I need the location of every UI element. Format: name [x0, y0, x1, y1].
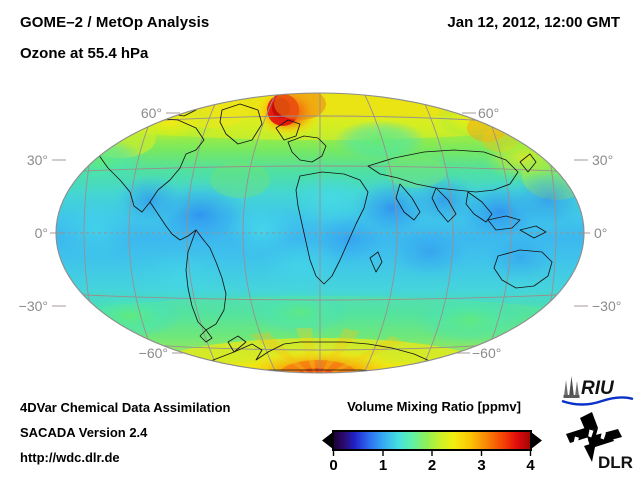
dlr-mark-cuts: [573, 429, 606, 444]
lat-label-left-30: 30°: [27, 152, 48, 168]
footer-line-version: SACADA Version 2.4: [20, 425, 148, 440]
riu-spire-bars: [563, 376, 580, 398]
lat-label-left-m30: −30°: [19, 298, 48, 314]
colorbar: 0 1 2 3 4: [316, 420, 548, 472]
lat-label-right-30: 30°: [592, 152, 613, 168]
latitude-labels: 30° 0° −30° 30° 0° −30° 60° 60° −60°: [19, 105, 622, 361]
page-subtitle: Ozone at 55.4 hPa: [20, 45, 149, 62]
footer-line-url: http://wdc.dlr.de: [20, 450, 120, 465]
colorbar-low-cap: [322, 432, 333, 449]
colorbar-gradient: [333, 431, 531, 450]
lat-label-inner-bottom-right-m60: −60°: [472, 345, 501, 361]
colorbar-tick-1: 1: [379, 457, 387, 472]
lat-label-inner-top-left-60: 60°: [141, 105, 162, 121]
colorbar-ticks: [332, 450, 532, 456]
dlr-wordmark: DLR: [598, 453, 633, 472]
lat-label-inner-bottom-left-m60: −60°: [139, 345, 168, 361]
colorbar-title: Volume Mixing Ratio [ppmv]: [347, 399, 521, 414]
timestamp-label: Jan 12, 2012, 12:00 GMT: [447, 14, 620, 31]
riu-wordmark: RIU: [581, 378, 615, 399]
world-map-hammer-projection: 30° 0° −30° 30° 0° −30° 60° 60° −60°: [0, 80, 640, 380]
colorbar-tick-0: 0: [329, 457, 337, 472]
coastlines: [95, 103, 579, 373]
lat-label-right-0: 0°: [594, 225, 607, 241]
lat-label-inner-top-right-60: 60°: [478, 105, 499, 121]
riu-wave: [561, 396, 634, 406]
footer-line-method: 4DVar Chemical Data Assimilation: [20, 400, 231, 415]
lat-label-left-0: 0°: [35, 225, 48, 241]
dlr-logo: DLR: [562, 410, 636, 474]
colorbar-high-cap: [531, 432, 542, 449]
colorbar-tick-2: 2: [428, 457, 436, 472]
lat-label-right-m30: −30°: [592, 298, 621, 314]
page-title: GOME–2 / MetOp Analysis: [20, 14, 210, 31]
colorbar-tick-4: 4: [526, 457, 535, 472]
colorbar-tick-3: 3: [477, 457, 485, 472]
riu-logo: RIU: [558, 374, 636, 408]
